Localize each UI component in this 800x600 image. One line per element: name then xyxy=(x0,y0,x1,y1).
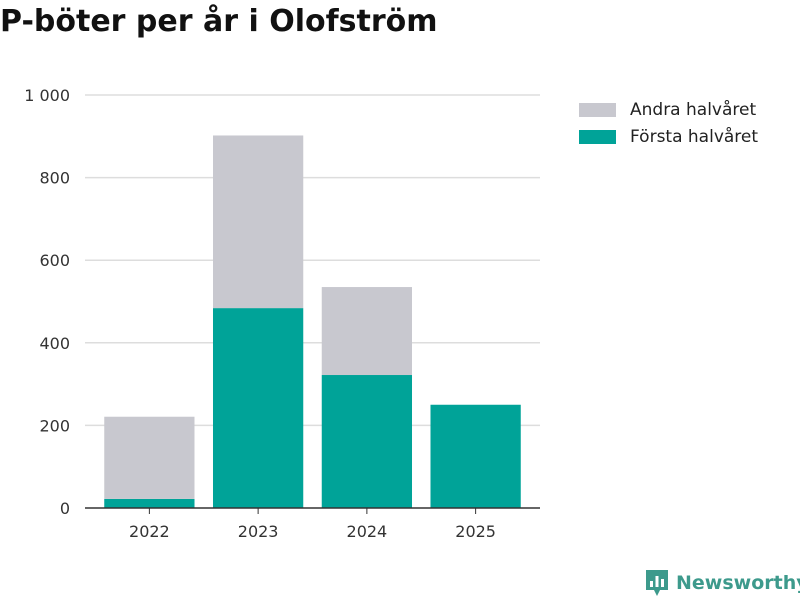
y-tick-label-1000: 1 000 xyxy=(24,86,70,105)
legend-item-andra[interactable]: Andra halvåret xyxy=(579,96,758,123)
y-tick-label-400: 400 xyxy=(39,334,70,353)
bar-2024-series-0[interactable] xyxy=(321,375,413,508)
legend-swatch-forsta xyxy=(579,129,616,144)
x-axis-ticks: 2022 2023 2024 2025 xyxy=(129,508,496,541)
legend: Andra halvåret Första halvåret xyxy=(579,96,758,150)
x-tick-label-2023: 2023 xyxy=(238,522,279,541)
bar-2023-series-1[interactable] xyxy=(212,135,304,309)
legend-label-forsta: Första halvåret xyxy=(630,126,759,147)
bar-2022-series-1[interactable] xyxy=(104,416,195,499)
legend-label-andra: Andra halvåret xyxy=(630,99,757,120)
y-tick-label-0: 0 xyxy=(60,499,70,518)
newsworthy-logo: Newsworthy xyxy=(644,568,800,598)
x-tick-label-2024: 2024 xyxy=(347,522,388,541)
y-axis-ticks: 0 200 400 600 800 1 000 xyxy=(24,86,70,518)
bar-2024-series-1[interactable] xyxy=(321,287,413,376)
y-tick-label-600: 600 xyxy=(39,251,70,270)
x-tick-label-2025: 2025 xyxy=(455,522,496,541)
brand-name: Newsworthy xyxy=(676,572,800,594)
bar-2023-series-0[interactable] xyxy=(212,308,304,508)
y-tick-label-200: 200 xyxy=(39,416,70,435)
bars xyxy=(104,135,521,508)
bar-2025-series-0[interactable] xyxy=(430,404,521,508)
bar-2022-series-0[interactable] xyxy=(104,498,195,508)
y-tick-label-800: 800 xyxy=(39,169,70,188)
legend-swatch-andra xyxy=(579,102,616,117)
x-tick-label-2022: 2022 xyxy=(129,522,170,541)
grid-lines xyxy=(85,94,540,427)
legend-item-forsta[interactable]: Första halvåret xyxy=(579,123,758,150)
newsworthy-icon xyxy=(646,570,668,596)
chart-title: P-böter per år i Olofström xyxy=(0,4,438,39)
